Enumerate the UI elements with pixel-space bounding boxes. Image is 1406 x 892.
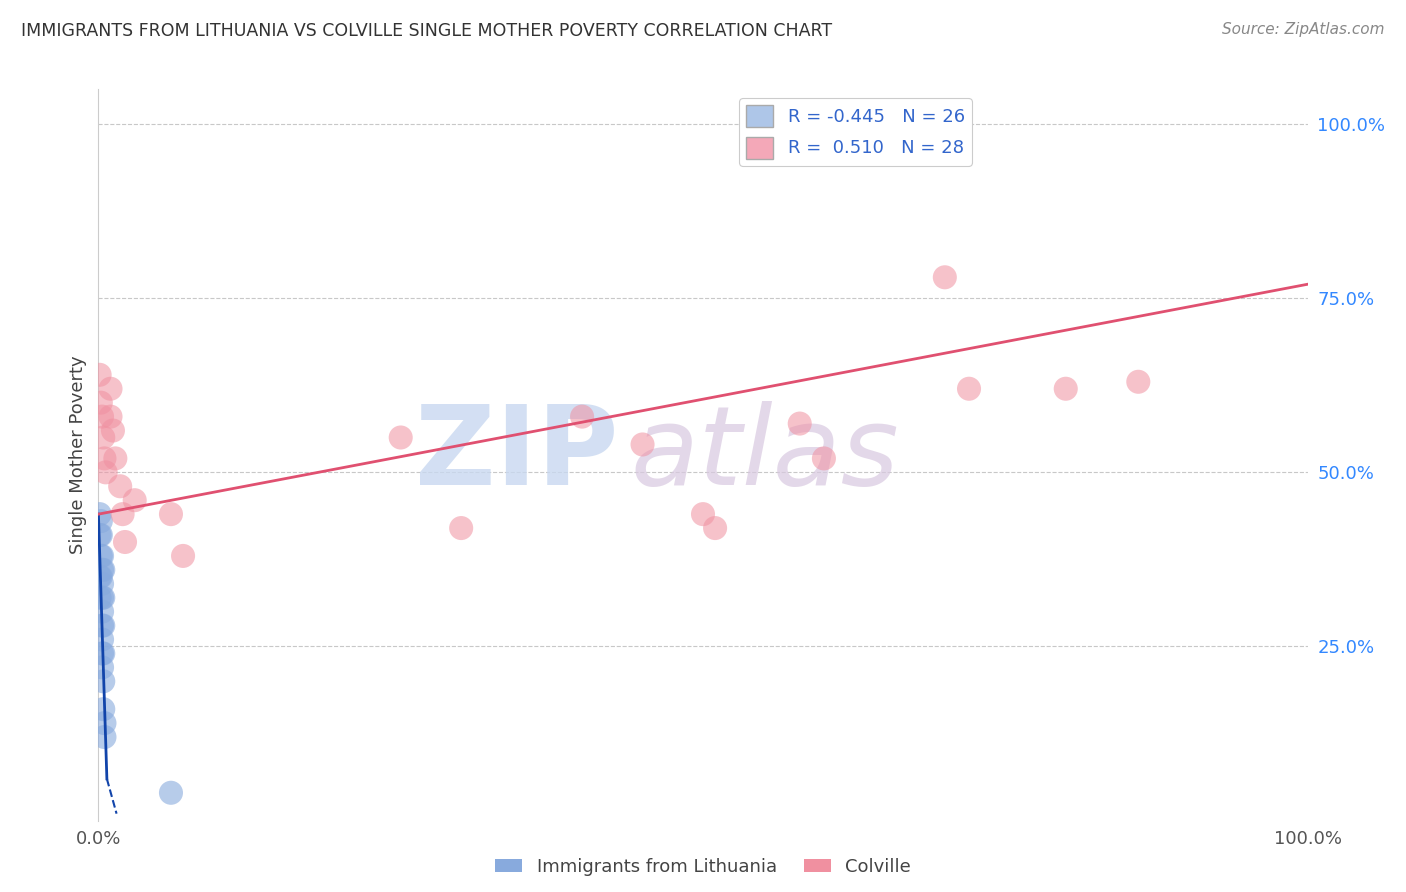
- Point: [91, 563, 114, 577]
- Point: [93, 730, 115, 744]
- Point: [89, 528, 111, 542]
- Point: [100, 382, 122, 396]
- Point: [91, 618, 114, 632]
- Point: [789, 417, 811, 431]
- Point: [91, 430, 114, 444]
- Point: [957, 382, 980, 396]
- Point: [450, 521, 472, 535]
- Point: [813, 451, 835, 466]
- Point: [91, 591, 114, 605]
- Point: [104, 451, 127, 466]
- Point: [89, 368, 111, 382]
- Point: [692, 507, 714, 521]
- Text: Source: ZipAtlas.com: Source: ZipAtlas.com: [1222, 22, 1385, 37]
- Point: [91, 549, 114, 563]
- Point: [111, 507, 134, 521]
- Text: ZIP: ZIP: [415, 401, 619, 508]
- Point: [160, 786, 183, 800]
- Point: [91, 702, 114, 716]
- Point: [172, 549, 194, 563]
- Point: [93, 716, 115, 731]
- Point: [90, 549, 112, 563]
- Point: [91, 591, 114, 605]
- Point: [89, 507, 111, 521]
- Point: [90, 570, 112, 584]
- Point: [124, 493, 146, 508]
- Point: [101, 424, 124, 438]
- Point: [631, 437, 654, 451]
- Y-axis label: Single Mother Poverty: Single Mother Poverty: [69, 356, 87, 554]
- Point: [89, 591, 111, 605]
- Point: [91, 674, 114, 689]
- Text: IMMIGRANTS FROM LITHUANIA VS COLVILLE SINGLE MOTHER POVERTY CORRELATION CHART: IMMIGRANTS FROM LITHUANIA VS COLVILLE SI…: [21, 22, 832, 40]
- Point: [91, 647, 114, 661]
- Point: [160, 507, 183, 521]
- Point: [90, 395, 112, 409]
- Point: [1128, 375, 1150, 389]
- Point: [89, 570, 111, 584]
- Point: [91, 605, 114, 619]
- Point: [108, 479, 131, 493]
- Point: [91, 563, 114, 577]
- Legend: R = -0.445   N = 26, R =  0.510   N = 28: R = -0.445 N = 26, R = 0.510 N = 28: [740, 98, 972, 166]
- Legend: Immigrants from Lithuania, Colville: Immigrants from Lithuania, Colville: [488, 851, 918, 883]
- Point: [934, 270, 956, 285]
- Point: [90, 528, 112, 542]
- Point: [389, 430, 412, 444]
- Point: [91, 660, 114, 674]
- Point: [1054, 382, 1077, 396]
- Point: [90, 514, 112, 528]
- Point: [704, 521, 727, 535]
- Point: [91, 647, 114, 661]
- Point: [100, 409, 122, 424]
- Point: [91, 409, 114, 424]
- Point: [91, 618, 114, 632]
- Point: [94, 466, 117, 480]
- Point: [114, 535, 136, 549]
- Point: [91, 632, 114, 647]
- Point: [93, 451, 115, 466]
- Text: atlas: atlas: [630, 401, 898, 508]
- Point: [571, 409, 593, 424]
- Point: [91, 576, 114, 591]
